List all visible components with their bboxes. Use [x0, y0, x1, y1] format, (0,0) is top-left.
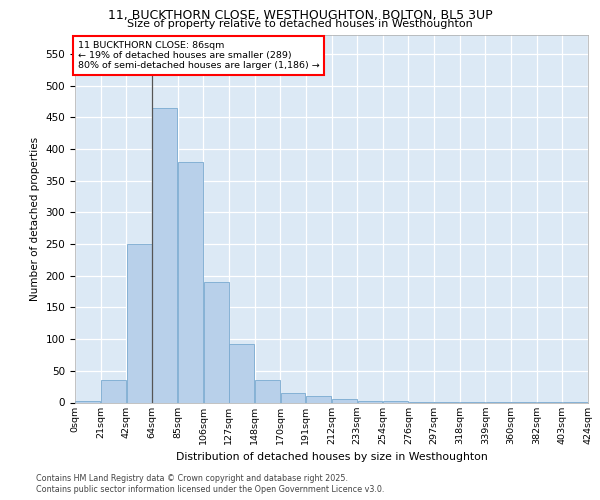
Bar	[203, 282, 229, 403]
Bar	[332, 400, 357, 402]
Bar	[383, 401, 408, 402]
Bar	[306, 396, 331, 402]
Bar	[101, 380, 126, 402]
Bar	[127, 244, 152, 402]
X-axis label: Distribution of detached houses by size in Westhoughton: Distribution of detached houses by size …	[176, 452, 487, 462]
Bar	[358, 400, 382, 402]
Bar	[229, 344, 254, 402]
Text: 11, BUCKTHORN CLOSE, WESTHOUGHTON, BOLTON, BL5 3UP: 11, BUCKTHORN CLOSE, WESTHOUGHTON, BOLTO…	[107, 9, 493, 22]
Text: 11 BUCKTHORN CLOSE: 86sqm
← 19% of detached houses are smaller (289)
80% of semi: 11 BUCKTHORN CLOSE: 86sqm ← 19% of detac…	[77, 40, 319, 70]
Text: Contains HM Land Registry data © Crown copyright and database right 2025.
Contai: Contains HM Land Registry data © Crown c…	[36, 474, 385, 494]
Bar	[255, 380, 280, 402]
Y-axis label: Number of detached properties: Number of detached properties	[30, 136, 40, 301]
Text: Size of property relative to detached houses in Westhoughton: Size of property relative to detached ho…	[127, 19, 473, 29]
Bar	[76, 401, 100, 402]
Bar	[152, 108, 177, 403]
Bar	[178, 162, 203, 402]
Bar	[281, 393, 305, 402]
